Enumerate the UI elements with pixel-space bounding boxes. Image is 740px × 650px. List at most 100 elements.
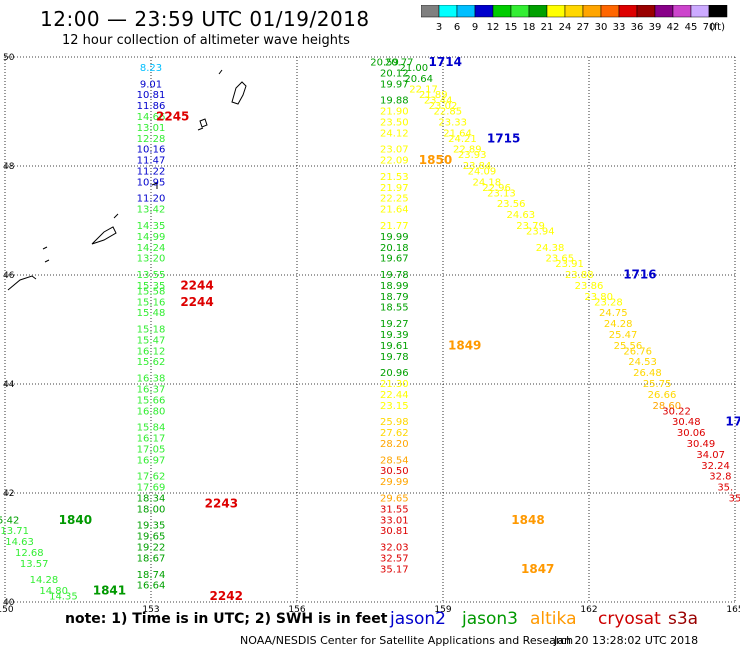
wave-height-label: 11.47 <box>137 156 166 167</box>
colorbar-tick-label: 33 <box>613 22 626 33</box>
pass-time-label: 2244 <box>180 278 213 292</box>
wave-height-label: 30.22 <box>662 406 691 417</box>
pass-time-label: 1840 <box>59 513 92 527</box>
wave-height-label: 25.98 <box>380 417 409 428</box>
wave-height-label: 35. <box>717 483 733 494</box>
wave-height-label: 10.81 <box>137 90 166 101</box>
island-outline <box>218 69 223 75</box>
wave-height-label: 11.20 <box>137 194 166 205</box>
wave-height-label: 18.34 <box>137 493 166 504</box>
wave-height-label: 23.86 <box>575 281 604 292</box>
island-outline <box>199 118 208 128</box>
wave-height-label: 15.62 <box>137 357 166 368</box>
wave-height-label: 18.79 <box>380 292 409 303</box>
wave-height-label: 30.48 <box>672 417 701 428</box>
wave-height-label: 21.64 <box>380 205 409 216</box>
wave-height-label: 23.93 <box>458 150 487 161</box>
island-outline <box>231 81 247 105</box>
wave-height-label: 13.57 <box>20 559 49 570</box>
wave-height-label: 23.50 <box>380 117 409 128</box>
wave-height-label: 19.97 <box>380 79 409 90</box>
pass-time-label: 1847 <box>521 562 554 576</box>
wave-height-label: 26.48 <box>633 368 662 379</box>
wave-height-label: 30.49 <box>687 439 716 450</box>
wave-height-label: 25.47 <box>609 330 638 341</box>
x-tick-label: 153 <box>142 605 159 615</box>
wave-height-label: 19.78 <box>380 270 409 281</box>
x-tick-label: 150 <box>0 605 14 615</box>
pass-time-label: 1848 <box>511 513 544 527</box>
wave-height-label: 15.48 <box>137 308 166 319</box>
wave-height-label: 16.38 <box>137 374 166 385</box>
wave-height-label: 20.64 <box>404 74 433 85</box>
wave-height-label: 22.44 <box>380 390 409 401</box>
coastline <box>7 69 247 291</box>
wave-height-label: 14.35 <box>137 221 166 232</box>
colorbar-tick-label: 30 <box>595 22 608 33</box>
pass-time-label: 1849 <box>448 338 481 352</box>
colorbar-tick-label: 24 <box>559 22 572 33</box>
wave-height-label: 17.62 <box>137 472 166 483</box>
wave-height-label: 15.84 <box>137 423 166 434</box>
wave-height-label: 23.65 <box>545 254 574 265</box>
wave-height-label: 20.77 <box>385 57 414 68</box>
wave-height-label: 24.09 <box>468 166 497 177</box>
island-outline <box>113 213 119 219</box>
wave-height-label: 16.12 <box>137 346 166 357</box>
pass-time-label: 2244 <box>180 295 213 309</box>
wave-height-label: 24.53 <box>628 357 657 368</box>
wave-height-label: 14.99 <box>137 232 166 243</box>
wave-height-label: 16.80 <box>137 406 166 417</box>
y-tick-label: 46 <box>3 271 15 281</box>
pass-time-label: 2243 <box>205 496 238 510</box>
wave-height-label: 8.23 <box>140 63 162 74</box>
y-tick-label: 50 <box>3 53 15 63</box>
x-tick-label: 156 <box>288 605 305 615</box>
wave-height-label: 28.60 <box>653 401 682 412</box>
wave-height-label: 23.28 <box>594 297 623 308</box>
wave-height-label: 19.67 <box>380 254 409 265</box>
satellite-name-altika: altika <box>530 609 577 629</box>
x-tick-label: 165 <box>726 605 740 615</box>
wave-height-label: 23.56 <box>497 199 526 210</box>
wave-height-label: 18.99 <box>380 281 409 292</box>
wave-height-label: 13.71 <box>0 526 29 537</box>
wave-height-label: 22.89 <box>453 145 482 156</box>
wave-height-label: 29.99 <box>380 477 409 488</box>
island-outline <box>44 259 50 263</box>
wave-height-label: 23.15 <box>380 401 409 412</box>
wave-height-label: 21.30 <box>380 379 409 390</box>
wave-height-label: 24.18 <box>472 177 501 188</box>
wave-height-label: 15.35 <box>137 281 166 292</box>
island-outline <box>7 275 37 291</box>
chart-title: 12:00 — 23:59 UTC 01/19/2018 <box>40 7 370 31</box>
wave-height-label: 19.78 <box>380 352 409 363</box>
wave-height-label: 13.42 <box>137 205 166 216</box>
wave-height-label: 27.62 <box>380 428 409 439</box>
wave-height-label: 12.28 <box>137 134 166 145</box>
wave-height-label: 9.01 <box>140 79 162 90</box>
wave-height-label: 16.64 <box>137 581 166 592</box>
wave-height-label: 23.84 <box>463 161 492 172</box>
wave-height-label: 14.63 <box>5 537 34 548</box>
wave-height-label: 22.96 <box>482 183 511 194</box>
pass-time-label: 1715 <box>487 131 520 145</box>
wave-height-label: 25.56 <box>614 341 643 352</box>
wave-height-label: 22.85 <box>434 107 463 118</box>
wave-height-label: 20.96 <box>380 368 409 379</box>
wave-height-label: 23.79 <box>516 221 545 232</box>
wave-height-label: 30.06 <box>677 428 706 439</box>
wave-height-label: 10.16 <box>137 145 166 156</box>
wave-height-label: 29.65 <box>380 493 409 504</box>
wave-height-label: 35.17 <box>380 564 409 575</box>
wave-height-label: 14.35 <box>49 592 78 603</box>
wave-height-label: 19.22 <box>137 543 166 554</box>
wave-height-label: 32.8 <box>709 472 731 483</box>
wave-height-label: 19.61 <box>380 341 409 352</box>
wave-height-label: 23.13 <box>487 188 516 199</box>
wave-height-label: 15.42 <box>0 515 19 526</box>
satellite-name-jason2: jason2 <box>390 609 446 629</box>
wave-height-label: 15.16 <box>137 297 166 308</box>
wave-height-label: 23.33 <box>438 117 467 128</box>
